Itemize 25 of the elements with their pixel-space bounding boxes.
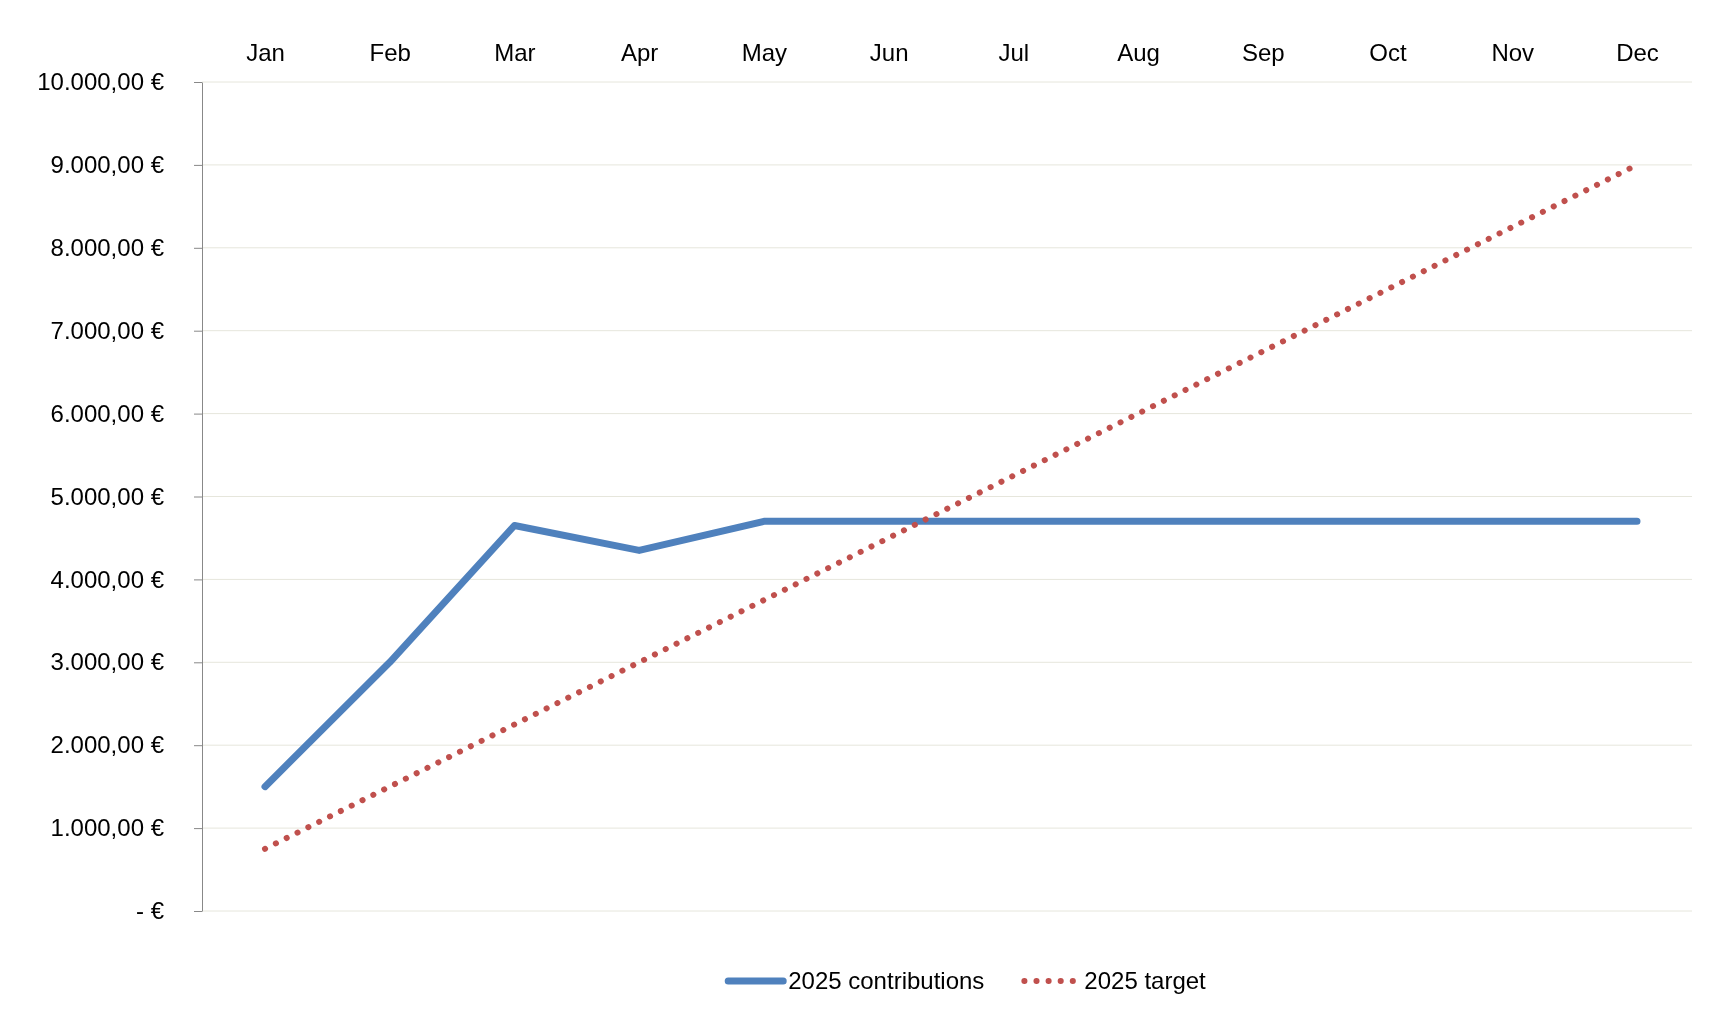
x-tick-label: Mar (494, 39, 536, 66)
y-tick-label: 4.000,00 € (50, 565, 165, 593)
y-tick-label: 6.000,00 € (50, 399, 165, 427)
y-tick-label: 1.000,00 € (50, 814, 165, 842)
x-tick-label: Nov (1491, 39, 1535, 66)
x-tick-label: Feb (369, 39, 411, 66)
x-tick-label: Oct (1369, 39, 1408, 66)
x-tick-label: Apr (621, 39, 659, 66)
x-tick-label: Jan (246, 39, 285, 66)
x-tick-label: Aug (1117, 39, 1160, 66)
x-tick-label: Jul (998, 39, 1030, 66)
x-tick-label: Jun (869, 39, 909, 66)
x-tick-label: Sep (1241, 39, 1285, 66)
y-tick-label: 2.000,00 € (50, 731, 165, 759)
y-tick-label: 5.000,00 € (50, 482, 165, 510)
legend-label: 2025 target (1084, 967, 1207, 995)
y-tick-label: 9.000,00 € (50, 151, 165, 179)
y-tick-label: 8.000,00 € (50, 233, 165, 261)
y-tick-label: - € (135, 897, 165, 925)
x-tick-label: May (741, 39, 788, 66)
x-tick-label: Dec (1616, 39, 1659, 66)
y-tick-label: 10.000,00 € (37, 68, 165, 96)
legend-label: 2025 contributions (788, 967, 985, 995)
y-tick-label: 7.000,00 € (50, 316, 165, 344)
y-tick-label: 3.000,00 € (50, 648, 165, 676)
